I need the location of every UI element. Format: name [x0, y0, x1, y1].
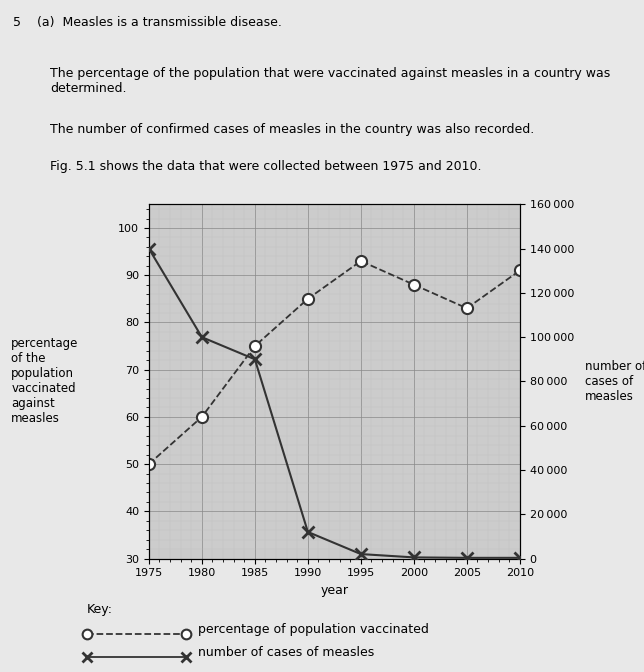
Text: Fig. 5.1 shows the data that were collected between 1975 and 2010.: Fig. 5.1 shows the data that were collec… — [50, 160, 482, 173]
X-axis label: year: year — [320, 584, 348, 597]
Y-axis label: number of
cases of
measles: number of cases of measles — [585, 360, 644, 403]
Text: The percentage of the population that were vaccinated against measles in a count: The percentage of the population that we… — [50, 67, 611, 95]
Text: Key:: Key: — [87, 603, 113, 616]
Text: The number of confirmed cases of measles in the country was also recorded.: The number of confirmed cases of measles… — [50, 123, 535, 136]
Text: percentage
of the
population
vaccinated
against
measles: percentage of the population vaccinated … — [12, 337, 79, 425]
Text: 5    (a)  Measles is a transmissible disease.: 5 (a) Measles is a transmissible disease… — [13, 16, 282, 29]
Text: percentage of population vaccinated: percentage of population vaccinated — [198, 623, 430, 636]
Text: number of cases of measles: number of cases of measles — [198, 646, 375, 659]
